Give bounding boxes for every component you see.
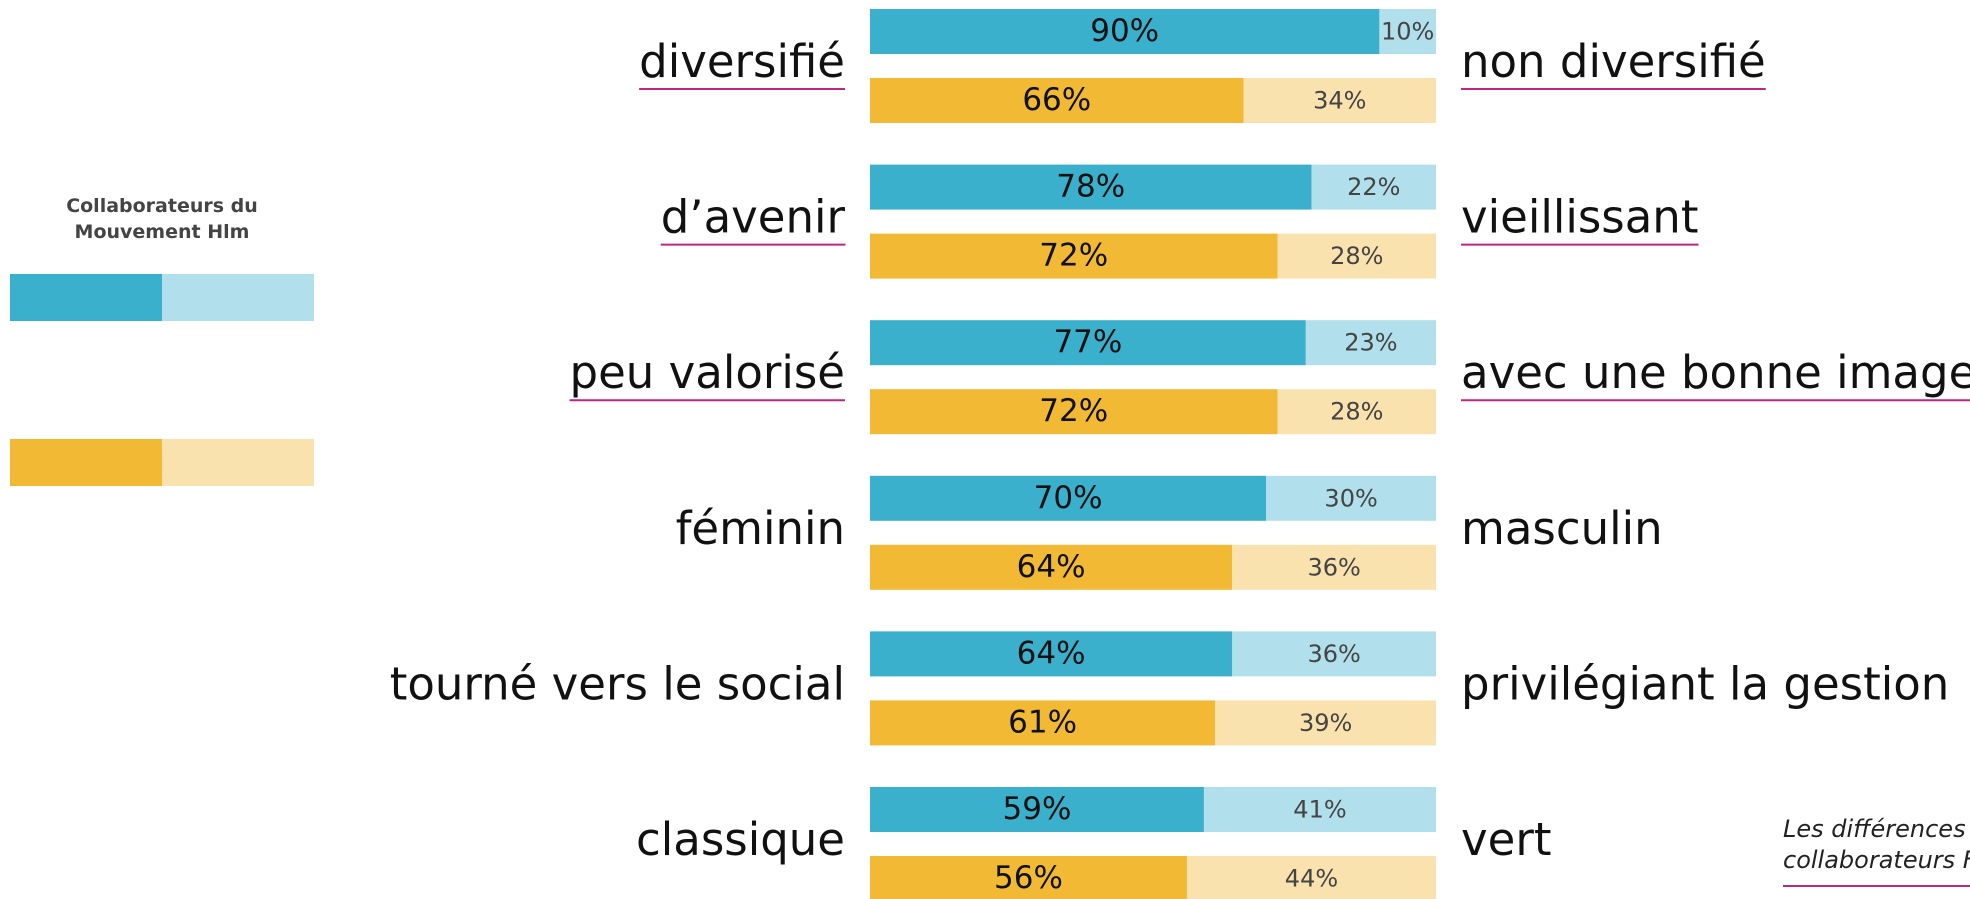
value-label: 72%: [1039, 393, 1108, 429]
annotation: collaborateurs F: [1783, 846, 1970, 874]
right-label: privilégiant la gestion: [1461, 657, 1949, 710]
value-label: 59%: [1003, 791, 1072, 827]
right-label: masculin: [1461, 502, 1663, 555]
bar-segment: [1305, 320, 1436, 366]
left-label[interactable]: diversifié: [639, 35, 845, 88]
bar-segment: [870, 544, 1233, 590]
bar-segment: [1311, 164, 1436, 210]
bar-segment: [1379, 9, 1436, 54]
value-label: 64%: [1017, 549, 1086, 585]
value-label: 72%: [1039, 238, 1108, 274]
bar-segment: [1277, 389, 1436, 435]
bar-segment: [870, 164, 1312, 210]
bar-segment: [870, 631, 1233, 677]
value-label: 66%: [1022, 82, 1091, 118]
bar-segment: [1186, 856, 1436, 899]
right-label: vert: [1461, 813, 1551, 866]
left-label: tourné vers le social: [390, 657, 845, 710]
bar-segment: [1232, 544, 1436, 590]
bar-segment: [870, 78, 1244, 123]
bar-segment: [1203, 787, 1436, 832]
bar-segment: [1277, 233, 1436, 279]
bar-segment: [1215, 700, 1436, 746]
value-label: 28%: [1330, 242, 1383, 270]
bar-segment: [870, 700, 1216, 746]
right-label[interactable]: avec une bonne image: [1461, 346, 1970, 399]
right-label[interactable]: vieillissant: [1461, 191, 1698, 244]
bar-segment: [1232, 631, 1436, 677]
annotation: Les différences l: [1783, 815, 1970, 843]
value-label: 78%: [1056, 169, 1125, 205]
value-label: 36%: [1307, 553, 1360, 581]
bar-segment: [870, 233, 1278, 279]
value-label: 22%: [1347, 173, 1400, 201]
legend-swatch: [10, 274, 162, 321]
value-label: 90%: [1090, 13, 1159, 49]
value-label: 61%: [1008, 704, 1077, 740]
left-label: classique: [636, 813, 845, 866]
bar-segment: [870, 9, 1380, 54]
value-label: 10%: [1381, 18, 1434, 46]
legend-swatch: [10, 439, 162, 486]
value-label: 30%: [1324, 484, 1377, 512]
left-label: féminin: [676, 502, 845, 555]
bar-segment: [870, 320, 1306, 366]
bar-segment: [870, 389, 1278, 435]
bar-segment: [870, 787, 1204, 832]
value-label: 64%: [1017, 635, 1086, 671]
bar-segment: [870, 475, 1267, 521]
legend-swatch: [162, 439, 314, 486]
value-label: 44%: [1285, 865, 1338, 893]
value-label: 34%: [1313, 87, 1366, 115]
bar-segment: [1266, 475, 1436, 521]
left-label[interactable]: d’avenir: [661, 191, 846, 244]
legend-label: Collaborateurs du Mouvement Hlm: [66, 195, 258, 243]
value-label: 36%: [1307, 640, 1360, 668]
value-label: 23%: [1344, 329, 1397, 357]
bar-segment: [870, 856, 1187, 899]
value-label: 41%: [1293, 796, 1346, 824]
value-label: 39%: [1299, 709, 1352, 737]
bar-segment: [1243, 78, 1436, 123]
left-label[interactable]: peu valorisé: [570, 346, 845, 399]
value-label: 28%: [1330, 398, 1383, 426]
legend-swatch: [162, 274, 314, 321]
value-label: 77%: [1053, 324, 1122, 360]
value-label: 56%: [994, 860, 1063, 896]
right-label[interactable]: non diversifié: [1461, 35, 1766, 88]
value-label: 70%: [1034, 480, 1103, 516]
